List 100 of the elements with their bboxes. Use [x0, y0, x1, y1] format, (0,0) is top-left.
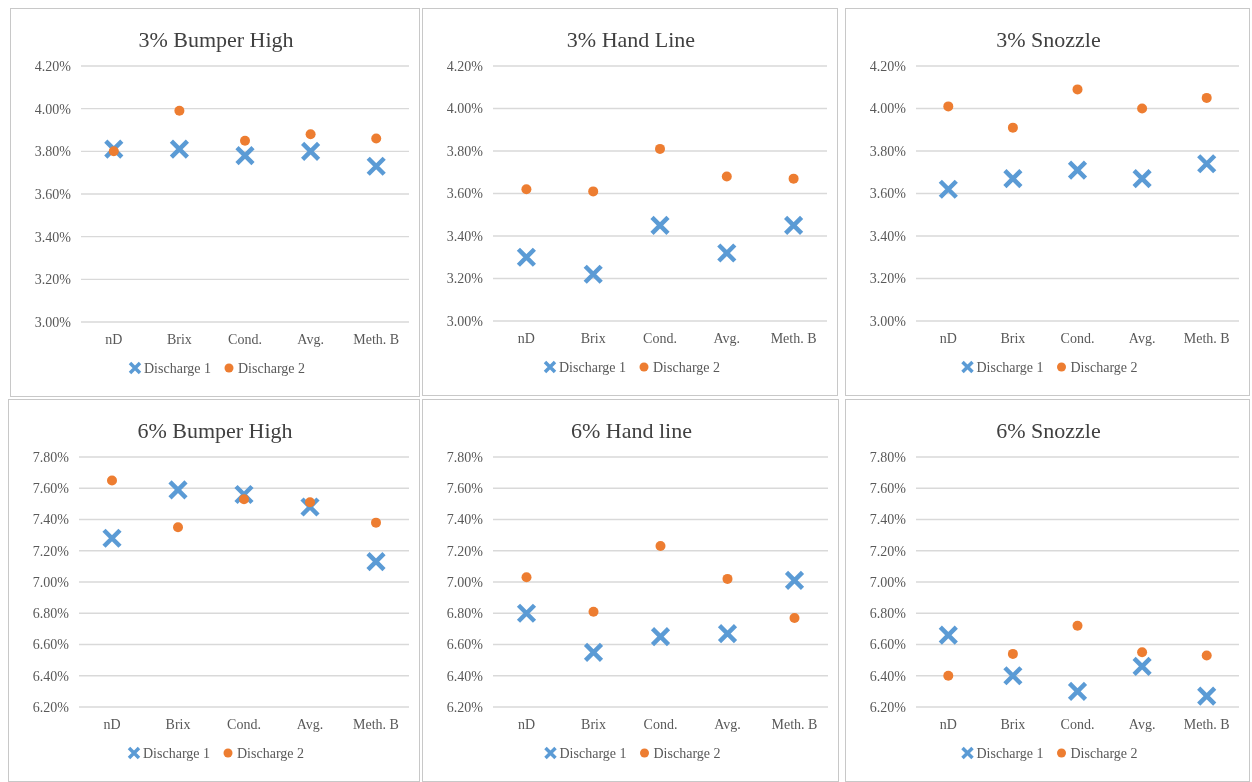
- point: [299, 496, 321, 518]
- point: [169, 138, 190, 160]
- point: [943, 670, 954, 681]
- y-tick-label: 6.80%: [869, 606, 907, 622]
- x-tick-label: nD: [103, 716, 121, 732]
- x-tick-label: nD: [517, 716, 536, 732]
- point: [1137, 647, 1148, 658]
- y-tick-label: 4.20%: [34, 58, 72, 74]
- point: [1131, 656, 1153, 677]
- chart-title: 6% Hand line: [571, 418, 692, 443]
- x-tick-label: Brix: [1000, 330, 1026, 346]
- x-tick-label: Meth. B: [353, 716, 399, 732]
- chart-title: 3% Snozzle: [996, 27, 1101, 52]
- y-tick-label: 7.20%: [446, 543, 484, 559]
- y-tick-label: 3.60%: [869, 186, 907, 202]
- point: [521, 572, 532, 583]
- legend-label: Discharge 2: [1070, 746, 1138, 761]
- x-tick-label: nD: [105, 331, 123, 347]
- y-tick-label: 6.40%: [869, 668, 907, 684]
- x-tick-label: Meth. B: [353, 331, 400, 347]
- chart-title: 3% Bumper High: [138, 27, 294, 52]
- y-tick-label: 4.00%: [869, 101, 907, 117]
- x-tick-label: Cond.: [228, 331, 262, 347]
- point: [716, 242, 738, 264]
- point: [588, 606, 599, 617]
- x-tick-label: Cond.: [643, 330, 677, 346]
- point: [107, 475, 117, 486]
- point: [240, 135, 250, 146]
- x-tick-label: Avg.: [296, 716, 324, 732]
- x-tick-label: Brix: [165, 716, 191, 732]
- y-tick-label: 3.60%: [446, 186, 484, 202]
- y-tick-label: 6.20%: [32, 699, 70, 715]
- point: [300, 141, 321, 162]
- point: [722, 573, 733, 584]
- x-tick-label: Brix: [581, 716, 606, 732]
- point: [938, 624, 959, 646]
- point: [1072, 84, 1083, 95]
- legend-label: Discharge 1: [559, 746, 627, 761]
- legend-label: Discharge 1: [976, 746, 1044, 761]
- x-tick-label: Brix: [166, 331, 192, 347]
- point: [1201, 92, 1212, 103]
- x-tick-label: Cond.: [1060, 330, 1095, 346]
- y-tick-label: 7.20%: [869, 543, 907, 559]
- legend-label: Discharge 1: [143, 746, 210, 761]
- x-tick-label: Cond.: [227, 716, 261, 732]
- legend-label: Discharge 2: [238, 361, 305, 376]
- y-tick-label: 6.20%: [446, 699, 484, 715]
- legend-label: Discharge 1: [559, 360, 626, 375]
- point: [655, 541, 666, 552]
- point: [239, 494, 249, 505]
- x-tick-label: Avg.: [714, 716, 741, 732]
- point: [582, 264, 604, 285]
- point: [521, 184, 532, 195]
- y-tick-label: 4.20%: [446, 58, 484, 74]
- x-tick-label: Avg.: [1128, 716, 1156, 732]
- y-tick-label: 3.80%: [446, 143, 484, 159]
- point: [1007, 648, 1018, 659]
- y-tick-label: 4.20%: [869, 58, 907, 74]
- y-tick-label: 3.20%: [446, 271, 484, 287]
- chart-title: 3% Hand Line: [566, 27, 696, 52]
- y-tick-label: 6.40%: [32, 668, 70, 684]
- y-tick-label: 7.40%: [869, 512, 907, 528]
- y-tick-label: 6.60%: [32, 637, 70, 653]
- point: [1196, 685, 1217, 707]
- point: [1002, 665, 1024, 686]
- point: [938, 179, 959, 200]
- point: [371, 517, 381, 528]
- x-tick-label: Meth. B: [1183, 716, 1230, 732]
- x-tick-label: Avg.: [1128, 330, 1156, 346]
- y-tick-label: 7.00%: [869, 574, 907, 590]
- point: [365, 551, 387, 572]
- point: [588, 186, 599, 197]
- legend-label: Discharge 1: [144, 361, 211, 376]
- chart-title: 6% Bumper High: [137, 418, 293, 443]
- y-tick-label: 7.80%: [446, 449, 484, 465]
- y-tick-label: 6.20%: [869, 699, 907, 715]
- point: [650, 626, 671, 647]
- x-tick-label: nD: [517, 330, 535, 346]
- point: [173, 522, 183, 533]
- y-tick-label: 7.60%: [32, 481, 70, 497]
- legend-label: Discharge 2: [653, 360, 720, 375]
- point: [108, 146, 119, 157]
- x-tick-label: Brix: [580, 330, 606, 346]
- point: [784, 570, 805, 591]
- y-tick-label: 3.40%: [34, 229, 72, 245]
- point: [1007, 122, 1018, 133]
- point: [943, 101, 954, 112]
- x-tick-label: Meth. B: [770, 330, 817, 346]
- x-tick-label: Avg.: [297, 331, 324, 347]
- y-tick-label: 4.00%: [34, 101, 72, 117]
- point: [1196, 153, 1217, 174]
- point: [717, 623, 738, 644]
- y-tick-label: 3.40%: [869, 228, 907, 244]
- point: [101, 528, 123, 549]
- x-tick-label: Meth. B: [771, 716, 818, 732]
- y-tick-label: 6.80%: [32, 606, 70, 622]
- x-tick-label: Avg.: [713, 330, 741, 346]
- point: [783, 215, 804, 236]
- point: [305, 129, 316, 140]
- point: [655, 143, 665, 154]
